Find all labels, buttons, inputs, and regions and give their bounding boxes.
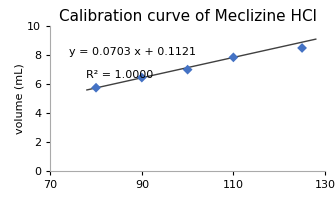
concentration (%) [231,56,236,59]
Text: y = 0.0703 x + 0.1121: y = 0.0703 x + 0.1121 [69,47,197,57]
Legend: concentration (%): concentration (%) [120,217,255,219]
concentration (%) [139,76,144,79]
concentration (%) [299,46,305,50]
Title: Calibration curve of Meclizine HCl: Calibration curve of Meclizine HCl [59,9,317,24]
concentration (%) [185,68,190,71]
Text: R² = 1.0000: R² = 1.0000 [86,70,153,80]
concentration (%) [93,86,99,89]
Y-axis label: volume (mL): volume (mL) [14,63,24,134]
